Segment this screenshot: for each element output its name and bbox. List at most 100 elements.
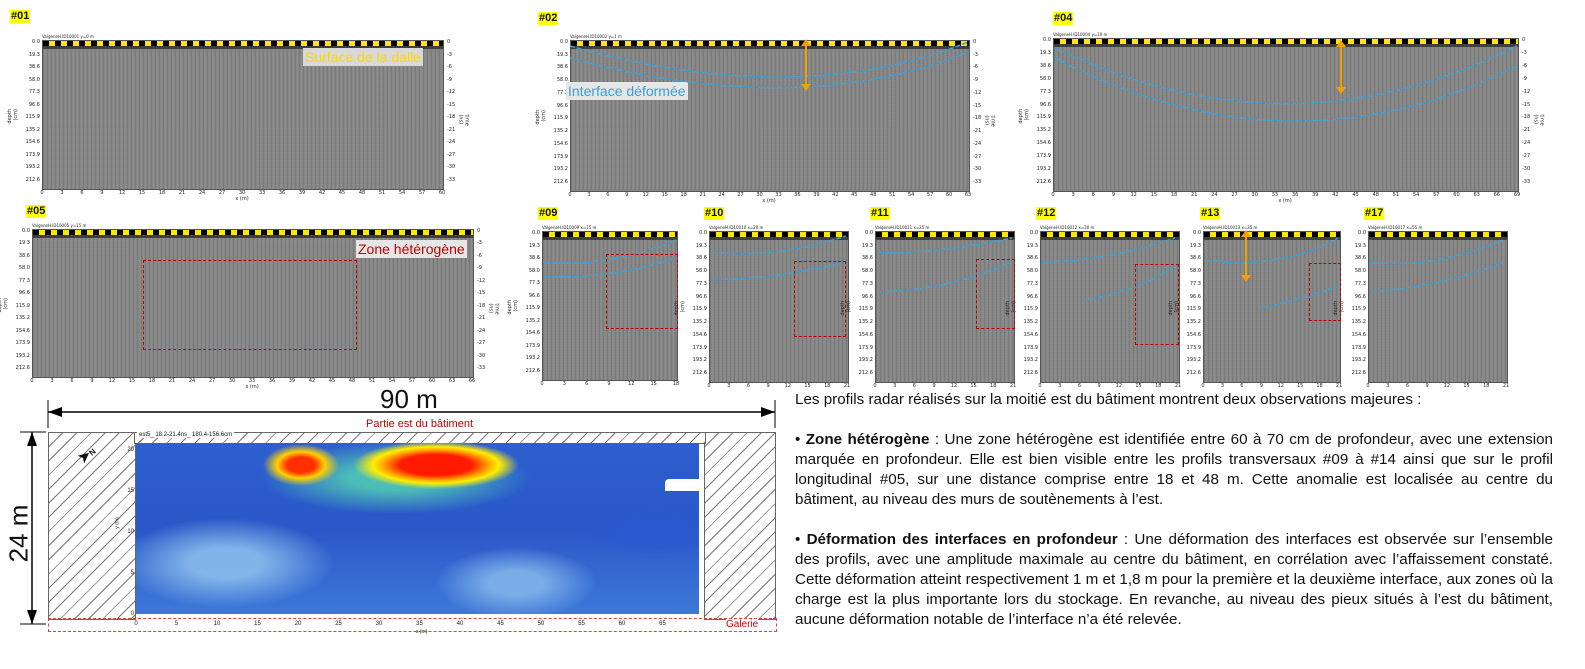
profile-tag: #04 [1053,12,1074,25]
y-tick-label: 58.0 [1354,268,1366,275]
y-tick-label: 193.2 [25,164,40,171]
x-tick-label: 21 [1009,383,1017,389]
interface-curve [877,237,1013,254]
y-tick-label: 0.0 [22,228,30,234]
y-tick-label: 115.9 [553,115,568,122]
y-tick-label: 173.9 [1036,153,1051,160]
y-tick-label: 38.6 [28,64,40,71]
x-tick-label: 12 [642,192,649,198]
y-tick-label: 154.6 [25,139,40,146]
x-tick-label: 57 [1433,192,1440,198]
x-tick-label: 6 [912,383,917,389]
x-tick-label: 3 [1058,383,1062,389]
map-y-tick: 20 [127,447,134,453]
x-tick-label: 24 [1211,192,1218,198]
y-tick-label: 0.0 [532,230,540,236]
x-tick-label: 69 [1513,192,1521,198]
x-tick-label: 18 [1316,383,1323,389]
radargram-plot [1053,38,1519,192]
x-tick-label: 48 [1372,192,1379,198]
y-tick-label: 135.2 [25,126,40,133]
x-tick-label: 3 [727,383,731,389]
map-x-tick: 0 [134,621,138,627]
x-tick-label: 18 [1483,383,1490,389]
bullet-deformation-body: : Une déformation des interfaces est obs… [795,531,1553,628]
y-right-tick-label: -24 [973,140,982,147]
map-x-tick: 55 [578,621,585,627]
y-tick-label: 96.6 [695,293,707,300]
y-right-tick-label: -3 [973,51,978,58]
y-tick-label: 77.3 [556,89,568,96]
map-x-tick: 30 [375,621,383,627]
interface-curve [569,41,969,78]
y-right-tick-label: -21 [973,128,982,135]
x-tick-label: 39 [298,190,306,196]
y-tick-label: 135.2 [1186,319,1201,326]
x-tick-label: 15 [1463,383,1470,389]
x-tick-label: 12 [1443,383,1451,389]
y-tick-label: 115.9 [858,306,873,313]
x-tick-label: 0 [40,190,44,196]
y-tick-label: 212.6 [15,365,30,371]
interface-curve [1205,237,1339,264]
y-right-tick-label: -18 [1522,114,1531,121]
gallery-label: Galerie [726,619,759,630]
profile-tag: #02 [538,12,559,25]
x-tick-label: 21 [178,190,186,196]
deformation-arrow-icon [1336,40,1346,94]
y-tick-label: 212.6 [525,368,540,374]
heterogeneous-zone-box [976,259,1015,329]
y-right-tick-label: -12 [1522,88,1531,95]
x-tick-label: 12 [1115,383,1123,389]
y-tick-label: 77.3 [695,280,707,287]
y-tick-label: 58.0 [1026,268,1038,275]
y-tick-label: 58.0 [556,77,568,84]
y-right-tick-label: -30 [973,166,982,173]
x-axis-label: x (m) [235,196,249,202]
x-tick-label: 3 [1220,383,1225,389]
y-right-tick-label: -9 [1522,75,1527,82]
profile-file-label: ValgeneH.ID10017 x=55 m [1368,225,1423,230]
x-tick-label: 21 [1191,192,1198,198]
y-right-tick-label: -9 [447,76,452,83]
x-tick-label: 6 [70,378,74,384]
y-right-tick-label: -12 [477,277,486,284]
x-tick-label: 63 [964,192,972,198]
y-tick-label: 58.0 [695,268,707,275]
x-tick-label: 9 [625,192,629,198]
y-tick-label: 0.0 [699,230,707,236]
y-tick-label: 115.9 [1186,306,1201,313]
x-tick-label: 51 [889,192,896,198]
y-tick-label: 135.2 [525,317,540,324]
x-tick-label: 15 [1150,192,1158,198]
x-tick-label: 42 [1332,192,1339,198]
x-tick-label: 3 [50,378,54,384]
x-tick-label: 12 [118,190,126,196]
y-right-tick-label: -12 [447,89,456,96]
y-tick-label: 115.9 [15,302,30,309]
bullet-deformation-title: Déformation des interfaces en profondeur [806,531,1118,548]
x-tick-label: 9 [1111,192,1116,198]
x-tick-label: 57 [926,192,934,198]
x-tick-label: 12 [628,381,635,387]
x-tick-label: 60 [428,378,436,384]
x-tick-label: 36 [1291,192,1299,198]
y-tick-label: 135.2 [1351,319,1366,326]
y-right-tick-label: -3 [1522,49,1527,56]
y-tick-label: 38.6 [861,255,873,262]
x-tick-label: 63 [1473,192,1480,198]
y-tick-label: 38.6 [528,255,540,262]
heatmap-notch [665,479,699,491]
y-right-tick-label: -6 [1522,62,1527,69]
profile-file-label: ValgeneH.ID10002 y=1 m [570,34,622,39]
y-tick-label: 58.0 [1039,75,1051,82]
y-right-tick-label: -30 [1522,166,1531,173]
x-tick-label: 6 [1240,383,1244,389]
y-tick-label: 135.2 [858,319,873,326]
y-right-tick-label: -15 [1522,101,1531,108]
x-tick-label: 9 [1097,383,1101,389]
y-tick-label: 173.9 [553,153,568,160]
radargram-plot [1368,231,1508,383]
map-x-tick: 60 [618,621,626,627]
